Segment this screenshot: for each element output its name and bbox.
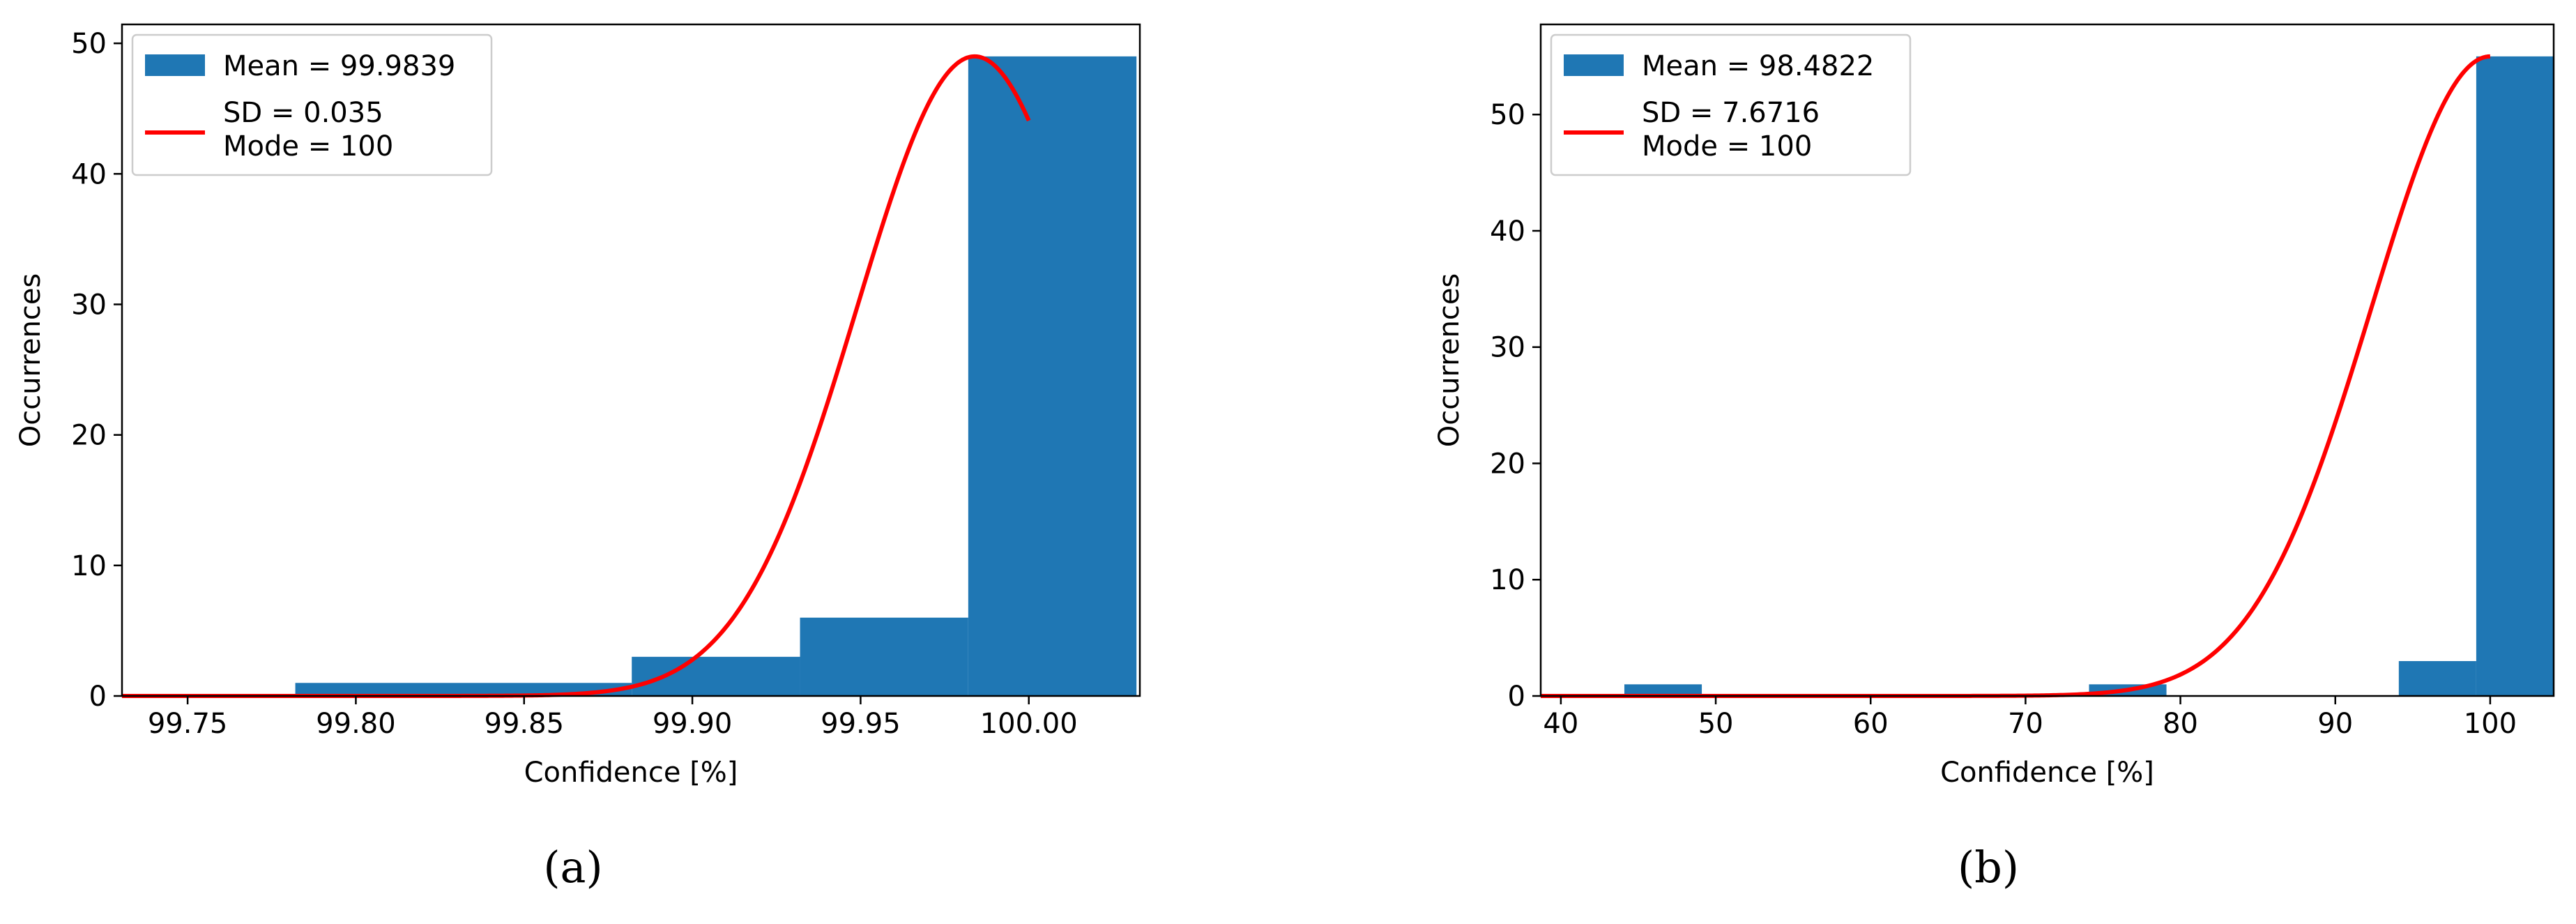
legend-box — [1550, 33, 1912, 176]
histogram-bar — [632, 656, 800, 696]
legend-label: Mean = 98.4822 — [1642, 50, 1874, 82]
chart-b: 40 50 60 70 80 90 100 0 10 20 30 40 50 Confidence [%]… — [1433, 23, 2555, 893]
y-axis-label: Occurrences — [15, 273, 47, 448]
x-tick-label: 80 — [2163, 708, 2198, 740]
y-tick-label: 20 — [1490, 448, 1525, 480]
y-tick-label: 10 — [71, 550, 107, 582]
histogram-bar — [2398, 660, 2476, 696]
x-tick-label: 100.00 — [980, 708, 1078, 740]
caption: (b) — [1958, 842, 2019, 893]
x-tick-label: 100 — [2464, 708, 2517, 740]
histogram-bar — [800, 617, 968, 696]
caption: (a) — [543, 842, 602, 893]
x-axis-label: Confidence [%] — [1940, 757, 2154, 789]
y-tick-label: 50 — [71, 28, 107, 60]
legend-patch — [145, 54, 205, 76]
y-tick-label: 30 — [71, 289, 107, 321]
x-tick-label: 99.85 — [485, 708, 565, 740]
histogram-bar — [1624, 684, 1702, 696]
axes-frame — [121, 23, 1141, 697]
legend-label: Mean = 99.9839 — [223, 50, 455, 82]
histogram-bar — [968, 56, 1137, 697]
legend-label: Mode = 100 — [223, 130, 393, 162]
x-tick-label: 99.80 — [316, 708, 396, 740]
legend-box — [131, 33, 493, 176]
y-tick-label: 0 — [89, 681, 107, 713]
x-axis-label: Confidence [%] — [524, 757, 738, 789]
y-axis-label: Occurrences — [1433, 273, 1465, 448]
x-tick-label: 90 — [2317, 708, 2353, 740]
y-tick-label: 0 — [1508, 681, 1525, 713]
legend-label: SD = 7.6716 — [1642, 97, 1820, 129]
y-tick-label: 50 — [1490, 99, 1525, 131]
x-tick-label: 50 — [1698, 708, 1734, 740]
y-tick-label: 10 — [1490, 564, 1525, 596]
chart-a: 99.75 99.80 99.85 99.90 99.95 100.00 0 10 20 30 40… — [15, 23, 1141, 893]
histogram-bar — [295, 683, 632, 696]
y-tick-label: 30 — [1490, 332, 1525, 364]
x-tick-label: 99.95 — [821, 708, 901, 740]
legend-patch — [1564, 54, 1624, 76]
x-tick-label: 99.90 — [653, 708, 733, 740]
legend-label: Mode = 100 — [1642, 130, 1812, 162]
axes-frame — [1539, 23, 2555, 697]
x-tick-label: 99.75 — [148, 708, 228, 740]
y-tick-label: 20 — [71, 420, 107, 452]
y-tick-label: 40 — [71, 158, 107, 190]
histogram-bar — [2476, 56, 2554, 697]
y-tick-label: 40 — [1490, 215, 1525, 248]
x-tick-label: 60 — [1853, 708, 1889, 740]
x-tick-label: 70 — [2008, 708, 2043, 740]
legend-label: SD = 0.035 — [223, 97, 383, 129]
x-tick-label: 40 — [1543, 708, 1578, 740]
